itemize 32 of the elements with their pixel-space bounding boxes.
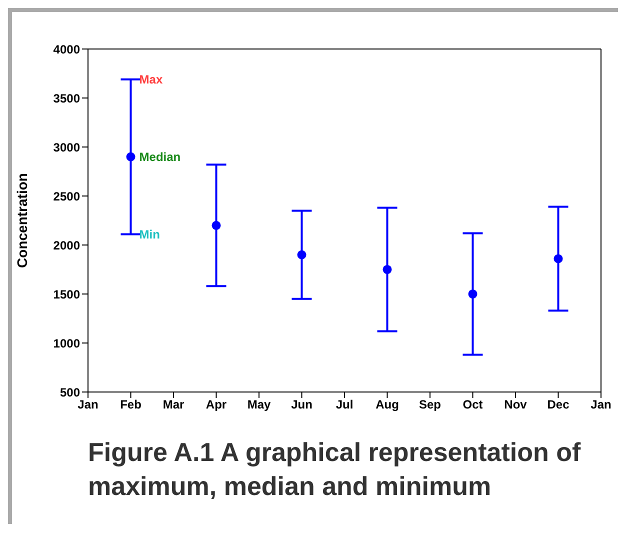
x-tick-label: Nov bbox=[504, 398, 528, 412]
text: Figure A.1 A graphical representation of maximum, median and minimum bbox=[87, 436, 582, 503]
x-tick-label: Oct bbox=[462, 398, 483, 412]
point bbox=[554, 254, 563, 264]
y-tick-label: 2000 bbox=[53, 238, 80, 252]
y-tick-label: 500 bbox=[60, 385, 80, 400]
x-tick-label: Feb bbox=[120, 398, 142, 412]
y-tick-label: 3000 bbox=[53, 140, 80, 154]
annotation: Median bbox=[139, 150, 181, 164]
y-tick-label: 3500 bbox=[53, 91, 80, 106]
x-tick-label: Jan bbox=[78, 398, 98, 412]
x-tick-label: Jan bbox=[590, 398, 612, 412]
x-tick-label: Aug bbox=[376, 398, 399, 412]
point bbox=[126, 152, 136, 162]
y-axis-title: Concentration bbox=[14, 173, 30, 268]
point bbox=[382, 264, 392, 274]
x-tick-label: Apr bbox=[206, 398, 227, 412]
y-tick-label: 2500 bbox=[53, 189, 80, 204]
y-tick-label: 1000 bbox=[53, 336, 80, 350]
x-tick-label: Mar bbox=[162, 398, 184, 412]
point bbox=[212, 220, 221, 230]
point bbox=[468, 289, 478, 299]
y-tick-label: 4000 bbox=[53, 42, 80, 56]
x-tick-label: Dec bbox=[547, 398, 570, 412]
point bbox=[297, 250, 306, 260]
annotation: Max bbox=[139, 72, 163, 87]
x-tick-label: Jun bbox=[291, 398, 312, 412]
annotation: Min bbox=[139, 227, 160, 242]
x-tick-label: Jul bbox=[336, 398, 354, 412]
x-tick-label: Sep bbox=[418, 398, 442, 412]
y-tick-label: 1500 bbox=[53, 287, 80, 302]
x-tick-label: May bbox=[247, 398, 271, 412]
